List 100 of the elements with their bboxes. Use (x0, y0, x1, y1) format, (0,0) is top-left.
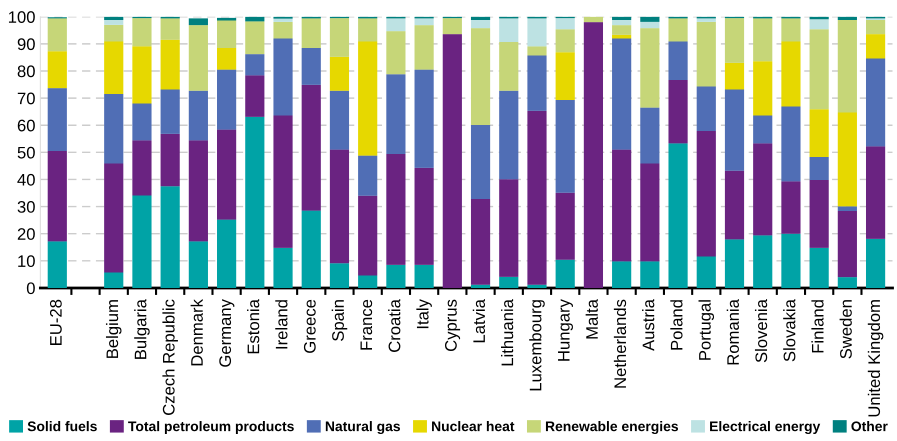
bar (724, 89, 744, 171)
bar (696, 22, 716, 86)
bar (330, 263, 350, 288)
bar (753, 235, 772, 288)
bar (217, 20, 236, 48)
bar (838, 112, 857, 206)
y-tick-label: 40 (17, 174, 35, 186)
bar (414, 264, 434, 288)
y-tick-label: 80 (18, 65, 35, 78)
y-tick-label: 70 (18, 92, 35, 104)
bar (330, 150, 350, 264)
bar (612, 261, 632, 288)
bar (217, 130, 236, 220)
bar (668, 80, 688, 144)
bar (556, 260, 575, 288)
bar (810, 180, 829, 248)
bar (499, 18, 518, 42)
x-tick-label: EU-28 (50, 300, 62, 345)
bar (724, 239, 744, 288)
bar (696, 130, 716, 257)
legend-label: Total petroleum products (128, 421, 294, 434)
x-tick-label: Sweden (840, 300, 852, 359)
legend-label: Natural gas (326, 421, 400, 434)
bar (245, 116, 264, 288)
bar (810, 156, 829, 180)
bar (245, 21, 264, 54)
bar (810, 109, 829, 157)
x-tick-label: Romania (726, 299, 739, 364)
bar (612, 150, 632, 262)
bar (104, 272, 124, 288)
bar (132, 46, 152, 104)
bar (724, 170, 744, 240)
bar (132, 195, 152, 288)
bar (612, 38, 632, 150)
y-tick-label: 30 (18, 201, 35, 213)
x-tick-label: Spain (332, 300, 348, 341)
bar (48, 51, 67, 88)
bar (245, 75, 264, 117)
x-tick-label: Czech Republic (162, 300, 178, 415)
legend-label: Other (851, 421, 888, 432)
bar (188, 18, 208, 26)
bar (556, 52, 575, 100)
bar (273, 248, 293, 288)
bar (668, 41, 688, 80)
bar (470, 20, 490, 28)
bar (753, 18, 772, 62)
bar (640, 22, 660, 28)
bar (188, 25, 208, 91)
x-tick-label: Ireland (275, 300, 288, 348)
bar (584, 22, 604, 288)
bar (612, 34, 632, 38)
bar (386, 18, 406, 32)
bar (104, 24, 124, 42)
legend-label: Solid fuels (28, 421, 97, 432)
bar (48, 88, 67, 152)
bar (499, 90, 518, 180)
bar (302, 18, 321, 48)
bar (470, 28, 490, 125)
bar (217, 220, 236, 288)
bar (414, 168, 434, 265)
bar (302, 48, 321, 85)
bar (104, 16, 124, 20)
bar (499, 276, 518, 288)
bar (810, 248, 829, 288)
x-tick-label: France (360, 300, 372, 350)
bar (640, 261, 660, 288)
bar (781, 181, 801, 234)
bar (781, 106, 801, 182)
bar (302, 210, 321, 288)
bar (330, 18, 350, 57)
bar (556, 29, 575, 52)
x-tick-label: Finland (811, 300, 824, 352)
bar (188, 90, 208, 140)
bar (160, 134, 180, 186)
bar (245, 16, 264, 22)
bar (556, 18, 575, 30)
bar (668, 143, 688, 288)
bar (556, 100, 575, 193)
bar (527, 110, 547, 285)
bar (527, 56, 547, 111)
x-tick-label: Hungary (558, 299, 573, 361)
bar (104, 94, 124, 164)
bar (160, 186, 180, 288)
x-tick-label: Slovakia (783, 299, 796, 362)
x-tick-label: Portugal (698, 300, 714, 360)
bar (866, 20, 886, 34)
bar (838, 20, 857, 112)
bar (753, 61, 772, 116)
x-tick-label: Poland (670, 300, 683, 350)
bar (160, 18, 180, 40)
x-tick-label: Estonia (247, 299, 260, 354)
bar (470, 124, 490, 200)
bar (781, 234, 801, 288)
x-tick-label: Germany (219, 299, 234, 367)
bar (104, 163, 124, 273)
bar (358, 275, 378, 288)
x-tick-label: Greece (304, 300, 316, 353)
bar (866, 34, 886, 59)
bar (640, 163, 660, 262)
bar (753, 115, 772, 144)
